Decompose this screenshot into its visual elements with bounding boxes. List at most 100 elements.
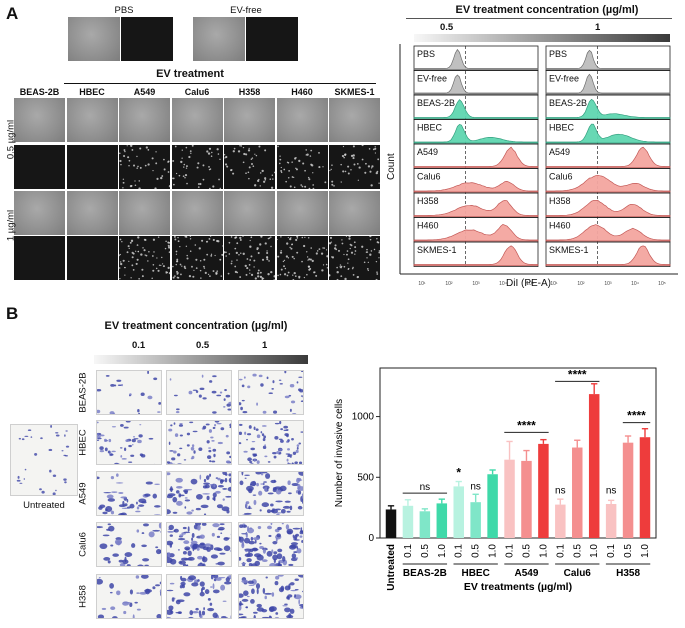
x-tick-2: 0.5 [420,544,431,558]
histogram-ev-free-0: EV-free [413,70,539,96]
histogram-label-skmes-1: SKMES-1 [549,245,589,255]
invasion-concentration-gradient [94,355,308,364]
chart-xlabel: EV treatments (µg/ml) [464,581,572,593]
invasion-image-beas-2b-0 [96,370,162,416]
bar-13 [605,504,617,538]
flow-conc-1: 1 [595,22,601,33]
group-label-a549: A549 [515,568,539,579]
flow-tick-1: 10² [577,281,585,287]
histogram-label-hbec: HBEC [549,123,575,133]
significance-5: **** [568,367,587,381]
bar-15 [639,437,651,538]
micrograph-hbec-row1 [66,145,118,189]
x-tick-7: 0.1 [505,544,516,558]
invasion-image-h358-0 [95,574,166,621]
chart-ylabel: Number of invasive cells [334,399,345,507]
micrograph-beas-2b-row0 [14,98,65,142]
ev-free-fluorescence-image [246,17,298,61]
flow-tick-0: 10¹ [550,281,558,287]
micrograph-h358-row1 [223,145,276,189]
micrograph-calu6-row3 [171,235,224,280]
x-tick-11: 0.5 [572,544,583,558]
ev-free-brightfield-image [193,17,245,61]
bar-2 [419,511,431,538]
cell-line-label-beas-2b: BEAS-2B [19,87,60,97]
invasion-row-label-beas-2b: BEAS-2B [77,371,89,413]
group-label-hbec: HBEC [461,568,489,579]
cell-line-label-hbec: HBEC [79,87,105,97]
x-tick-8: 0.5 [521,544,532,558]
histogram-skmes-1-0: SKMES-1 [413,241,539,267]
micrograph-skmes-1-row3 [328,234,381,281]
x-tick-3: 1.0 [437,544,448,558]
significance-0: ns [420,482,431,493]
histogram-label-pbs: PBS [549,49,567,59]
x-tick-0: Untreated [386,544,397,591]
flow-conc-0.5: 0.5 [440,22,454,33]
micrograph-h460-row0 [276,98,328,142]
flow-tick-2: 10³ [604,281,612,287]
x-tick-9: 1.0 [538,544,549,558]
micrograph-calu6-row2 [171,191,223,235]
invasion-image-a549-0 [94,471,162,518]
histogram-h358-1: H358 [545,192,671,218]
flow-tick-1: 10² [445,281,453,287]
flow-ylabel: Count [386,153,397,180]
micrograph-h460-row3 [276,235,328,281]
micrograph-h358-row0 [224,98,275,142]
histogram-a549-1: A549 [545,143,671,169]
invasion-image-beas-2b-1 [166,370,233,417]
significance-6: ns [606,486,617,497]
histogram-label-beas-2b: BEAS-2B [417,98,455,108]
histogram-label-h460: H460 [417,221,439,231]
flow-xlabel: DiI (PE-A) [506,278,551,289]
invasion-image-h358-1 [164,574,235,622]
bar-9 [538,443,549,538]
histogram-label-ev-free: EV-free [549,74,579,84]
invasion-conc-0.5: 0.5 [196,340,210,351]
micrograph-beas-2b-row2 [14,191,65,235]
invasion-image-a549-2 [238,469,307,520]
flow-tick-3: 10⁴ [631,281,639,287]
cell-line-label-h460: H460 [291,87,313,97]
ev-free-label: EV-free [230,5,262,16]
histogram-hbec-0: HBEC [413,119,539,145]
bar-11 [572,447,583,538]
micrograph-beas-2b-row1 [14,145,65,189]
bar-14 [622,442,634,538]
invasion-row-label-hbec: HBEC [77,428,89,456]
invasion-image-h358-2 [235,572,307,622]
bar-3 [436,503,448,538]
y-tick-500: 500 [357,472,374,483]
histogram-beas-2b-1: BEAS-2B [545,94,671,120]
x-tick-13: 0.1 [606,544,617,558]
y-tick-0: 0 [368,533,374,544]
flow-title: EV treatment concentration (µg/ml) [455,4,639,16]
cell-line-label-h358: H358 [238,87,261,97]
bar-0 [385,509,397,538]
histogram-beas-2b-0: BEAS-2B [413,94,539,120]
significance-2: ns [470,481,481,492]
bar-8 [521,460,532,538]
dose-row-label-0.5: 0.5 µg/ml [5,119,17,160]
bar-5 [470,502,481,538]
histogram-pbs-1: PBS [545,45,671,71]
histogram-h460-0: H460 [413,217,539,243]
invasion-row-label-a549: A549 [77,481,89,505]
micrograph-h358-row2 [224,191,275,235]
histogram-h460-1: H460 [545,217,671,243]
pbs-fluorescence-image [121,17,173,61]
micrograph-skmes-1-row1 [329,144,380,189]
histogram-label-pbs: PBS [417,49,435,59]
group-label-beas-2b: BEAS-2B [403,568,447,579]
bar-4 [453,486,464,538]
histogram-skmes-1-1: SKMES-1 [545,241,671,267]
micrograph-beas-2b-row3 [14,236,65,280]
x-tick-4: 0.1 [454,544,465,558]
histogram-hbec-1: HBEC [545,119,671,145]
panel-b-letter: B [6,304,19,323]
invasion-image-hbec-1 [166,419,234,467]
x-tick-1: 0.1 [403,544,414,558]
untreated-dots [16,424,70,496]
invasive-cells-bar-chart: 0 500 1000 Number of invasive cells Untreate… [334,367,657,593]
